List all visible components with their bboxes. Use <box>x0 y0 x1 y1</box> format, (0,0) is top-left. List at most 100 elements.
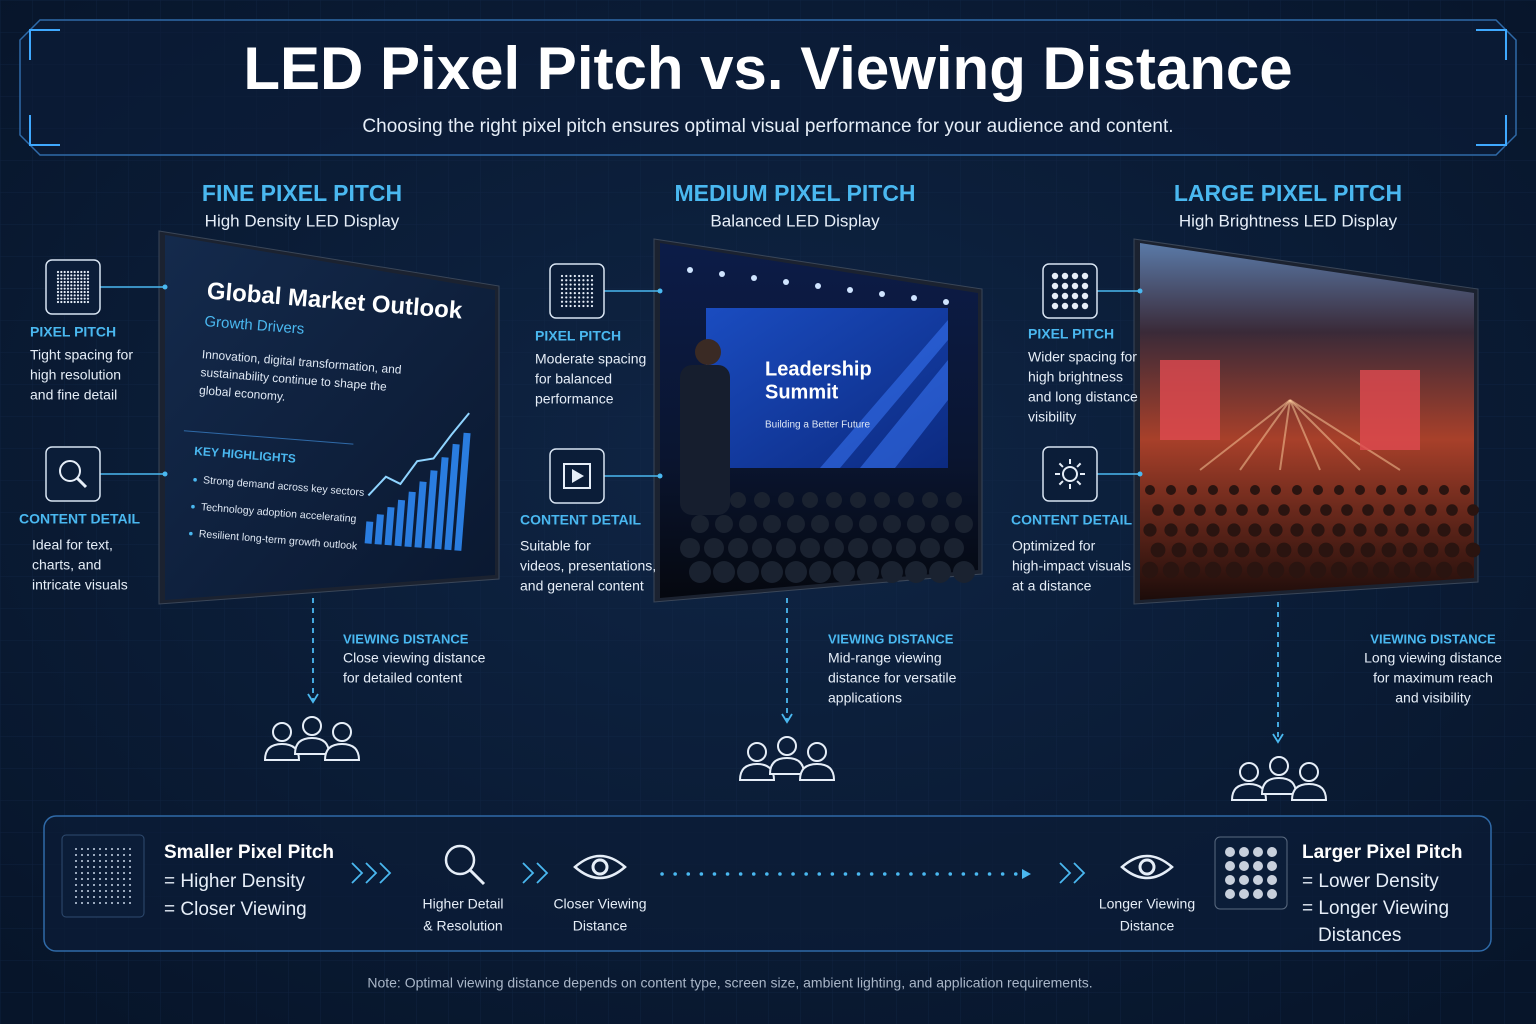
icon-dot <box>83 287 86 290</box>
pixel-dot <box>1267 875 1277 885</box>
crowd-head <box>1208 485 1218 495</box>
pixel-dot <box>75 902 77 904</box>
connector-dot <box>657 288 663 294</box>
icon-dot <box>1051 272 1059 280</box>
audience-head <box>809 561 831 583</box>
icon-dot <box>73 280 76 284</box>
crowd-head <box>1225 561 1243 579</box>
crowd-head <box>1297 542 1313 558</box>
chevron <box>522 862 535 884</box>
crowd-head <box>1444 542 1460 558</box>
pixel-dot <box>117 872 119 874</box>
icon-dot <box>560 292 564 295</box>
pixel-dot <box>117 860 119 862</box>
icon-box <box>45 446 101 502</box>
crowd-head <box>1162 561 1180 579</box>
pixel-dot <box>81 896 83 898</box>
chart-line <box>367 412 470 497</box>
column-subtitle: High Brightness LED Display <box>1179 211 1398 230</box>
icon-dot <box>70 287 73 290</box>
person-body <box>798 762 836 781</box>
icon-dot <box>80 300 83 304</box>
pixel-dot <box>111 890 113 892</box>
crowd-head <box>1353 523 1367 537</box>
crowd-head <box>1460 485 1470 495</box>
chevron <box>365 862 378 884</box>
person-head <box>807 742 827 762</box>
crowd-head <box>1313 485 1323 495</box>
pixel-dot <box>93 878 95 880</box>
legend-title: Smaller Pixel Pitch <box>164 842 334 863</box>
pixel-dot <box>111 872 113 874</box>
stage-light <box>783 279 789 285</box>
stage-beam <box>1289 399 1321 471</box>
crowd-head <box>1423 542 1439 558</box>
icon-dot <box>76 300 80 304</box>
icon-dot <box>60 300 63 304</box>
pixel-dot <box>93 848 95 850</box>
pixel-pitch-text: Wider spacing for <box>1028 349 1137 365</box>
pixel-dot <box>1253 889 1263 899</box>
crowd-head <box>1416 523 1430 537</box>
connector-dot <box>1137 471 1143 477</box>
audience-head <box>754 492 770 508</box>
icon-dot <box>86 277 90 280</box>
viewing-distance-text: for detailed content <box>343 670 462 686</box>
icon-dot <box>83 300 86 304</box>
icon-dot <box>66 280 70 284</box>
viewing-distance-text: distance for versatile <box>828 670 957 686</box>
pixel-dot <box>111 884 113 886</box>
icon-dot <box>76 290 80 294</box>
icon-dot <box>83 274 86 277</box>
audience-head <box>955 515 973 533</box>
stage-beam <box>1289 399 1361 471</box>
icon-dot <box>578 296 581 299</box>
pixel-dot <box>93 896 95 898</box>
viewing-distance-text: applications <box>828 690 902 706</box>
pixel-dot <box>87 878 89 880</box>
legend-step: Distance <box>1120 918 1175 934</box>
crowd-head <box>1393 561 1411 579</box>
icon-dot <box>80 297 83 300</box>
icon-dot <box>569 279 572 282</box>
pixel-dot <box>111 866 113 868</box>
pixel-dot <box>123 860 125 862</box>
pixel-pitch-text: Moderate spacing <box>535 351 646 367</box>
chevron <box>1059 862 1072 884</box>
crowd-head <box>1271 485 1281 495</box>
pixel-pitch-label: PIXEL PITCH <box>1028 326 1114 342</box>
icon-dot <box>573 274 576 278</box>
arrow-head <box>781 713 793 724</box>
icon-dot <box>70 270 73 274</box>
stage-beam <box>1199 399 1291 471</box>
icon-dot <box>86 274 90 277</box>
crowd-head <box>1246 561 1264 579</box>
person-body <box>263 742 301 761</box>
icon-dot <box>73 300 76 304</box>
crowd-head <box>1437 523 1451 537</box>
crowd-head <box>1276 542 1292 558</box>
screen-title: Summit <box>765 381 839 403</box>
audience-head <box>872 538 892 558</box>
icon-dot <box>565 279 568 282</box>
icon-box <box>45 259 101 315</box>
icon-dot <box>590 283 594 286</box>
eye-pupil <box>591 858 609 876</box>
icon-dot <box>66 294 70 297</box>
pixel-dot <box>87 848 89 850</box>
audience-head <box>728 538 748 558</box>
pixel-dot <box>99 860 101 862</box>
icon-dot <box>80 287 83 290</box>
legend-text: = Longer Viewing <box>1302 898 1449 919</box>
icon-dot <box>86 290 90 294</box>
icon-dot <box>63 300 66 304</box>
pixel-dot <box>81 878 83 880</box>
note: Note: Optimal viewing distance depends o… <box>367 975 1092 991</box>
icon-dot <box>63 284 66 287</box>
audience-head <box>835 515 853 533</box>
icon-dot <box>56 300 60 304</box>
icon-dot <box>573 296 576 299</box>
icon-ray <box>1076 480 1082 486</box>
crowd-head <box>1267 561 1285 579</box>
audience-head <box>689 561 711 583</box>
